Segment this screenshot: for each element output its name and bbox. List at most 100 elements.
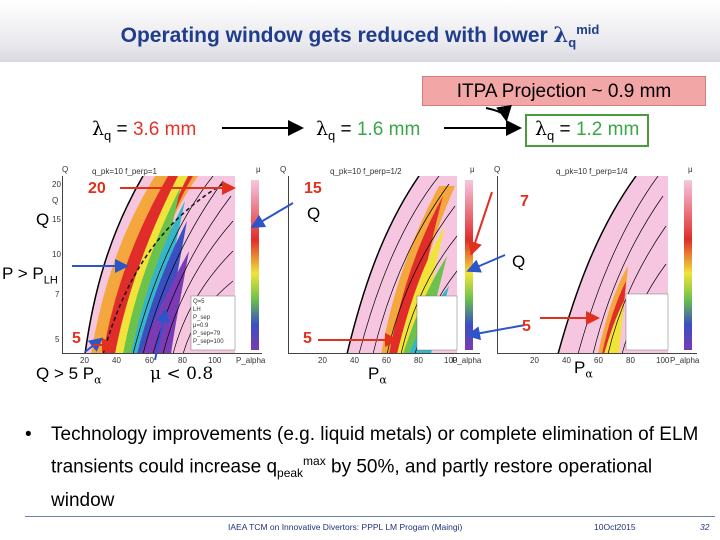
lambda-sym: λ <box>535 118 548 140</box>
panel-2-q-top: 15 <box>304 180 322 197</box>
panel-1-ytick: 5 <box>55 335 60 344</box>
mu-lt-text: μ < 0.8 <box>150 364 214 384</box>
panel-3-right-axis: μ <box>688 165 693 174</box>
panel-3-title: q_pk=10 f_perp=1/4 <box>556 167 628 176</box>
bullet-sub: peak <box>277 466 304 481</box>
panel-1-ytick: 15 <box>52 215 61 224</box>
arrow-itpa <box>485 104 512 122</box>
bullet-text-a: Technology improvements (e.g. liquid met… <box>51 424 699 478</box>
itpa-label: ITPA Projection ~ 0.9 mm <box>456 81 672 102</box>
lambda-sym: λ <box>92 118 105 140</box>
p-gt-plh-label: P > PLH <box>2 264 58 286</box>
panel-2-xtick: 80 <box>414 356 423 365</box>
panel-3-xtick: 20 <box>530 356 539 365</box>
panel-3-xtick: 60 <box>594 356 603 365</box>
panel-3-q-bottom: 5 <box>522 318 531 335</box>
panel-1-xlabel: P_alpha <box>236 356 266 365</box>
footer-page-number: 32 <box>700 522 710 532</box>
panel-2-xlabel: P_alpha <box>452 356 482 365</box>
panel-3-q-label: Q <box>512 252 526 271</box>
p-alpha-2-sub: α <box>379 373 387 387</box>
panel-2-xtick: 100 <box>444 356 458 365</box>
panel-1-legend: Q=5 LH P_sep μ=0.9 P_sep=79 P_sep=100 <box>193 298 224 346</box>
p-alpha-3-sub: α <box>585 367 593 381</box>
bullet-point: • Technology improvements (e.g. liquid m… <box>25 421 705 514</box>
legend-item: μ=0.9 <box>193 323 209 329</box>
q-gt-5-label: Q > 5 Pα <box>36 364 102 386</box>
panel-1-xtick: 60 <box>145 356 154 365</box>
p-alpha-2-text: P <box>368 364 380 383</box>
itpa-projection-box: ITPA Projection ~ 0.9 mm <box>422 76 706 106</box>
panel-1-title: q_pk=10 f_perp=1 <box>92 167 157 176</box>
overlay-arrows <box>222 104 522 136</box>
panel-3-xtick: 100 <box>656 356 670 365</box>
panel-1-right-axis: μ <box>256 165 261 174</box>
footer-date: 10Oct2015 <box>594 522 636 532</box>
title-lambda: λ <box>553 22 569 47</box>
lambda-value: 3.6 mm <box>132 119 197 140</box>
footer-conference: IAEA TCM on Innovative Divertors: PPPL L… <box>228 522 463 532</box>
panel-3-q-top: 7 <box>520 193 529 210</box>
p-alpha-3-text: P <box>574 358 586 377</box>
panel-2-xtick: 20 <box>318 356 327 365</box>
lambda-sub: q <box>104 127 112 143</box>
contour-panel-2 <box>288 176 480 354</box>
panel-2-q-bottom: 5 <box>303 330 312 347</box>
panel-1-left-axis: Q <box>62 165 69 174</box>
lambda-sub: q <box>328 127 336 143</box>
panel-2-right-axis: μ <box>470 165 475 174</box>
panel-3-xtick: 80 <box>626 356 635 365</box>
panel-1-q-label: Q <box>36 210 50 229</box>
lambda-sub: q <box>547 127 555 143</box>
footer-divider <box>25 516 715 517</box>
panel-2-title: q_pk=10 f_perp=1/2 <box>330 167 402 176</box>
panel-1-q-bottom: 5 <box>72 330 81 347</box>
panel-2-xtick: 40 <box>350 356 359 365</box>
bullet-text: Technology improvements (e.g. liquid met… <box>51 421 705 514</box>
panel-1-ytick: 20 <box>52 180 61 189</box>
panel-1-xtick: 80 <box>178 356 187 365</box>
lambda-eq: = <box>335 119 357 140</box>
q-gt-5-alpha: α <box>94 373 102 387</box>
annotation-arrows <box>72 181 600 361</box>
panel-3-left-axis: Q <box>494 165 501 174</box>
bullet-icon: • <box>25 424 32 445</box>
title-sup: mid <box>576 22 600 37</box>
legend-item: Q=5 <box>193 299 205 305</box>
p-alpha-label-2: Pα <box>368 364 387 386</box>
mu-lt-label: μ < 0.8 <box>150 364 213 384</box>
lambda-label-2: λq = 1.6 mm <box>316 118 420 143</box>
panel-2-left-axis: Q <box>280 165 287 174</box>
panel-1-ylabel: Q <box>52 196 59 205</box>
title-text: Operating window gets reduced with lower <box>120 24 554 47</box>
title-band <box>0 0 720 62</box>
panel-2-q-label: Q <box>307 204 321 223</box>
legend-item: LH <box>193 307 201 313</box>
title-sub: q <box>568 35 577 51</box>
panel-1-xtick: 20 <box>80 356 89 365</box>
panel-1-ytick: 10 <box>52 250 61 259</box>
legend-item: P_sep <box>193 315 211 321</box>
lambda-sym: λ <box>316 118 329 140</box>
lambda-label-3: λq = 1.2 mm <box>525 114 650 147</box>
panel-2-xtick: 60 <box>382 356 391 365</box>
p-gt-plh-sub: LH <box>43 274 58 287</box>
lambda-eq: = <box>554 119 576 140</box>
p-gt-plh-text: P > P <box>2 264 44 283</box>
lambda-label-1: λq = 3.6 mm <box>92 118 196 143</box>
panel-1-q-top: 20 <box>88 180 106 197</box>
lambda-eq: = <box>111 119 133 140</box>
panel-1-ytick: 7 <box>55 290 60 299</box>
panel-1-xtick: 100 <box>208 356 222 365</box>
lambda-value: 1.2 mm <box>575 119 640 140</box>
bullet-text-b: by 50%, and partly restore operational w… <box>51 456 653 512</box>
slide-title: Operating window gets reduced with lower… <box>0 22 720 50</box>
legend-item: P_sep=100 <box>193 339 224 345</box>
lambda-value: 1.6 mm <box>356 119 421 140</box>
bullet-sup: max <box>303 454 326 468</box>
panel-3-xtick: 40 <box>562 356 571 365</box>
p-alpha-label-3: Pα <box>574 358 593 380</box>
legend-item: P_sep=79 <box>193 331 221 337</box>
panel-1-xtick: 40 <box>112 356 121 365</box>
q-gt-5-text: Q > 5 P <box>36 364 95 383</box>
